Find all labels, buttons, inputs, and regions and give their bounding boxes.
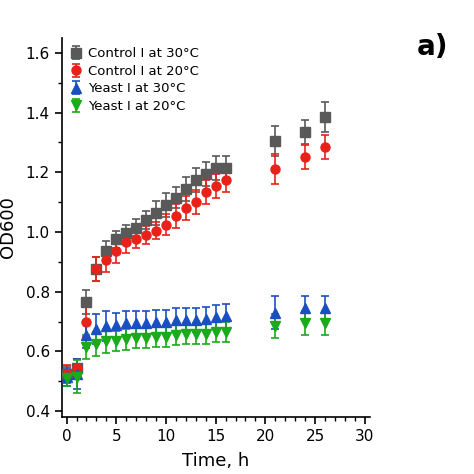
Y-axis label: OD600: OD600 xyxy=(0,197,17,258)
Text: a): a) xyxy=(417,33,448,61)
Legend: Control I at 30°C, Control I at 20°C, Yeast I at 30°C, Yeast I at 20°C: Control I at 30°C, Control I at 20°C, Ye… xyxy=(68,45,201,116)
X-axis label: Time, h: Time, h xyxy=(182,452,249,470)
